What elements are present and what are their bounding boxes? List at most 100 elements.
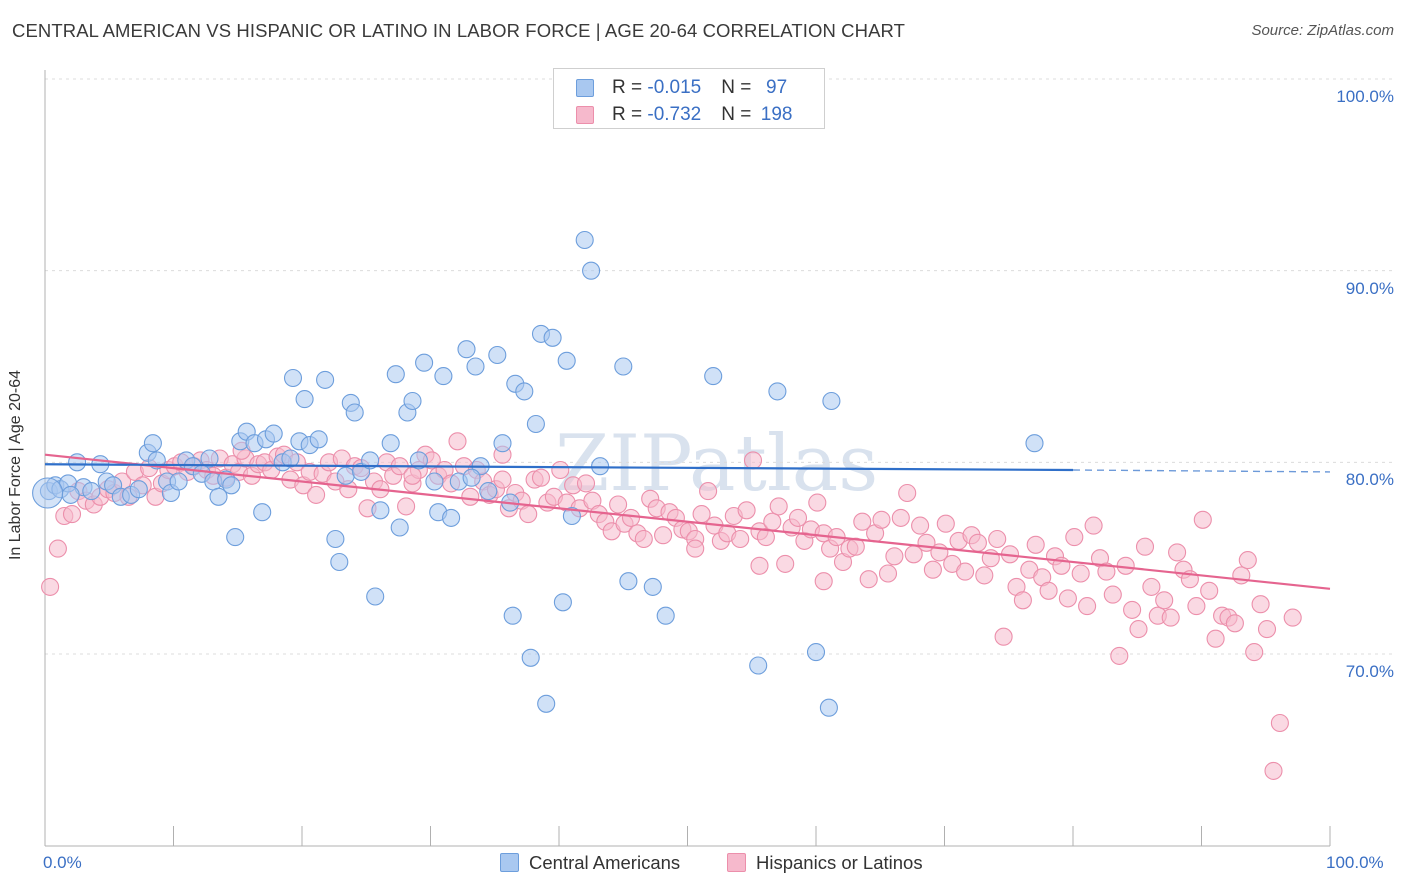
hispanic-point: [788, 508, 808, 527]
trend-line-central-americans-extension: [1072, 469, 1331, 473]
hispanic-point: [1142, 577, 1161, 596]
hispanic-point: [750, 556, 769, 575]
central-american-point: [591, 457, 610, 476]
central-american-point: [582, 261, 601, 280]
bottom-legend-label: Hispanics or Latinos: [756, 852, 923, 873]
hispanic-point: [448, 432, 467, 451]
central-american-point: [425, 472, 444, 491]
hispanic-point: [403, 466, 422, 485]
hispanic-point: [307, 485, 326, 504]
hispanic-point: [1129, 620, 1148, 639]
central-american-point: [643, 577, 662, 596]
central-american-point: [336, 466, 355, 485]
central-american-point: [553, 593, 572, 612]
hispanic-point: [1193, 510, 1212, 529]
hispanic-point: [519, 505, 538, 524]
central-american-point: [316, 370, 335, 389]
hispanic-point: [1123, 600, 1142, 619]
central-american-point: [515, 382, 534, 401]
hispanic-point: [1270, 713, 1289, 733]
central-american-point: [537, 694, 556, 713]
central-american-point: [614, 357, 633, 376]
hispanic-point: [923, 560, 942, 579]
hispanic-point: [1103, 585, 1122, 604]
central-american-point: [295, 390, 314, 409]
central-american-point: [200, 449, 219, 468]
n-label: N =: [721, 104, 757, 125]
central-american-point: [521, 648, 540, 667]
legend-text: R = -0.015 N = 97: [612, 77, 797, 99]
hispanic-point: [1078, 597, 1097, 616]
central-american-point: [82, 482, 101, 501]
hispanic-point: [737, 501, 756, 520]
central-american-point: [704, 367, 723, 386]
hispanic-point: [975, 566, 994, 585]
bottom-legend-central-americans[interactable]: Central Americans: [500, 852, 680, 874]
x-tick-label: 100.0%: [1326, 853, 1384, 872]
hispanic-point: [1161, 608, 1180, 627]
bottom-legend-hispanics-or-latinos[interactable]: Hispanics or Latinos: [727, 852, 923, 874]
bottom-legend-swatch-pink: [727, 853, 746, 872]
central-american-point: [488, 345, 507, 365]
hispanic-point: [576, 474, 596, 493]
central-american-point: [526, 414, 545, 434]
hispanic-point: [397, 497, 416, 516]
legend-swatch-pink: [576, 106, 594, 124]
central-american-point: [493, 434, 512, 453]
hispanic-point: [1245, 643, 1264, 662]
hispanic-point: [898, 483, 917, 503]
axes: [44, 70, 1331, 847]
series-central-americans: [32, 230, 1044, 717]
hispanic-point: [48, 539, 67, 558]
central-american-point: [129, 480, 148, 499]
y-tick-label: 70.0%: [1345, 662, 1394, 681]
hispanic-point: [968, 533, 987, 552]
hispanic-point: [1187, 597, 1206, 616]
hispanic-point: [994, 627, 1013, 646]
central-american-point: [1025, 434, 1044, 453]
hispanic-point: [891, 508, 910, 527]
hispanic-point: [1206, 629, 1225, 648]
central-american-point: [409, 451, 428, 470]
hispanic-point: [956, 562, 975, 581]
hispanic-point: [686, 539, 705, 558]
central-american-point: [415, 353, 434, 372]
hispanic-point: [769, 497, 788, 516]
hispanic-point: [1065, 528, 1084, 547]
central-american-point: [209, 487, 228, 506]
hispanic-point: [531, 468, 551, 487]
hispanic-point: [763, 512, 782, 531]
hispanic-point: [878, 564, 898, 583]
hispanic-point: [551, 460, 570, 480]
hispanic-point: [1200, 581, 1219, 600]
y-tick-label: 90.0%: [1345, 278, 1394, 298]
central-american-point: [366, 587, 385, 606]
stats-legend: R = -0.015 N = 97 R = -0.732 N = 198: [553, 68, 825, 129]
hispanic-point: [1097, 562, 1116, 581]
hispanic-point: [1264, 761, 1283, 780]
hispanic-point: [988, 529, 1007, 549]
r-value: -0.732: [647, 104, 702, 125]
y-tick-label: 100.0%: [1336, 87, 1394, 106]
hispanic-point: [885, 547, 904, 566]
n-label: N =: [721, 77, 757, 98]
central-american-point: [462, 468, 481, 487]
central-american-point: [562, 506, 581, 526]
r-label: R =: [612, 77, 648, 98]
central-american-point: [819, 698, 838, 717]
hispanic-point: [41, 577, 60, 596]
hispanic-point: [461, 487, 480, 506]
hispanic-point: [911, 516, 930, 535]
central-american-point: [457, 340, 476, 359]
grid-lines: [45, 78, 1395, 655]
chart-title: CENTRAL AMERICAN VS HISPANIC OR LATINO I…: [12, 20, 906, 41]
hispanic-point: [1251, 595, 1270, 614]
n-value: 198: [760, 104, 793, 125]
central-american-point: [283, 368, 303, 388]
central-american-point: [253, 503, 272, 522]
central-american-point: [361, 451, 380, 470]
central-american-point: [326, 529, 345, 549]
central-american-point: [222, 476, 241, 495]
hispanic-point: [1283, 608, 1302, 627]
n-value: 97: [766, 77, 788, 98]
